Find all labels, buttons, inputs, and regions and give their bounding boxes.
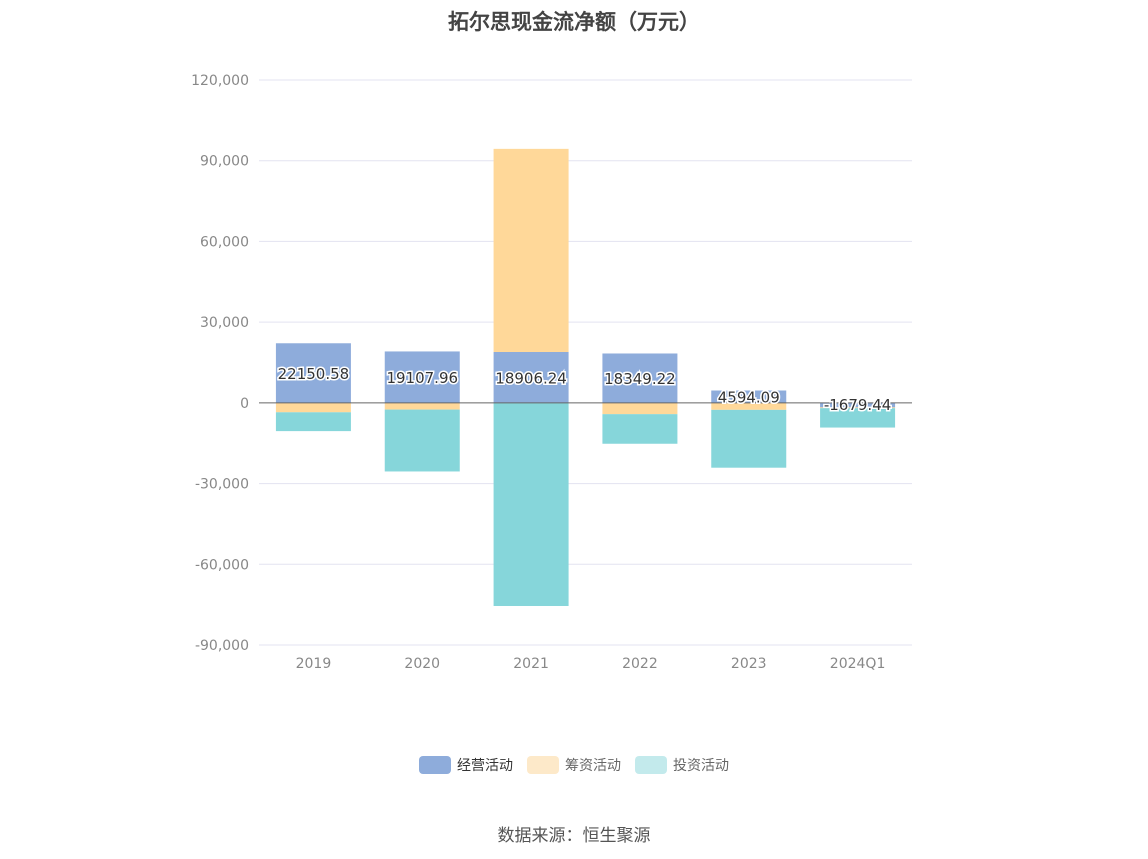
- grid-lines: [259, 79, 912, 646]
- x-axis: 2019 2020 2021 2022 2023 2024Q1: [296, 656, 886, 672]
- bar-2024Q1-series-0[interactable]: [820, 402, 896, 408]
- bar-2023-series-2[interactable]: [711, 409, 787, 468]
- x-tick-label: 2019: [296, 656, 332, 672]
- legend-label: 经营活动: [457, 758, 513, 774]
- bar-2021-series-1[interactable]: [493, 148, 569, 352]
- bar-2021-series-2[interactable]: [493, 402, 569, 606]
- legend-label: 筹资活动: [565, 758, 621, 774]
- y-tick-label: 90,000: [200, 154, 249, 170]
- data-label: -1679.44: [824, 396, 891, 414]
- y-tick-label: -60,000: [195, 557, 249, 573]
- data-source: 数据来源：恒生聚源: [497, 826, 651, 846]
- y-tick-label: 60,000: [200, 234, 249, 250]
- legend-item-financing[interactable]: 筹资活动: [527, 755, 621, 775]
- bar-2021-series-0[interactable]: [493, 351, 569, 403]
- data-label: 4594.09: [718, 389, 780, 407]
- bar-2023-series-0[interactable]: [711, 390, 787, 403]
- bar-2020-series-2[interactable]: [384, 409, 460, 472]
- data-label: 22150.58: [278, 365, 350, 383]
- bar-2019-series-2[interactable]: [275, 412, 351, 432]
- bar-chart: 120,000 90,000 60,000 30,000 0 -30,000 -60,000…: [191, 73, 912, 672]
- y-tick-label: 120,000: [191, 73, 249, 89]
- bar-2022-series-0[interactable]: [602, 353, 678, 403]
- bar-2023-series-1[interactable]: [711, 402, 787, 410]
- data-label: 19107.96: [386, 369, 458, 387]
- data-label: 18906.24: [495, 369, 567, 387]
- legend-label: 投资活动: [673, 758, 729, 774]
- x-tick-label: 2021: [513, 656, 549, 672]
- y-tick-label: -90,000: [195, 638, 249, 654]
- x-tick-label: 2023: [731, 656, 767, 672]
- bar-2022-series-2[interactable]: [602, 414, 678, 444]
- bar-2022-series-1[interactable]: [602, 402, 678, 415]
- data-labels: 22150.58 19107.96 18906.24 18349.22 4594.09 -…: [276, 364, 893, 416]
- y-axis: 120,000 90,000 60,000 30,000 0 -30,000 -60,000…: [191, 73, 249, 654]
- bar-2020-series-0[interactable]: [384, 351, 460, 403]
- legend-item-investing[interactable]: 投资活动: [635, 755, 729, 775]
- chart-title: 拓尔思现金流净额（万元）: [448, 10, 700, 34]
- x-tick-label: 2022: [622, 656, 658, 672]
- x-tick-label: 2024Q1: [830, 656, 886, 672]
- bar-2024Q1-series-2[interactable]: [820, 408, 896, 428]
- y-tick-label: 30,000: [200, 315, 249, 331]
- y-tick-label: 0: [240, 396, 249, 412]
- legend-swatch: [419, 756, 451, 774]
- legend-swatch: [527, 756, 559, 774]
- legend-swatch: [635, 756, 667, 774]
- data-label: 18349.22: [604, 370, 676, 388]
- bar-2019-series-0[interactable]: [275, 343, 351, 403]
- y-tick-label: -30,000: [195, 477, 249, 493]
- bar-2024Q1-series-1[interactable]: [820, 407, 896, 409]
- legend: 经营活动 筹资活动 投资活动: [0, 755, 1148, 775]
- legend-item-operating[interactable]: 经营活动: [419, 755, 513, 775]
- bar-2020-series-1[interactable]: [384, 402, 460, 410]
- bar-2019-series-1[interactable]: [275, 402, 351, 413]
- bars: [275, 148, 896, 606]
- x-tick-label: 2020: [404, 656, 440, 672]
